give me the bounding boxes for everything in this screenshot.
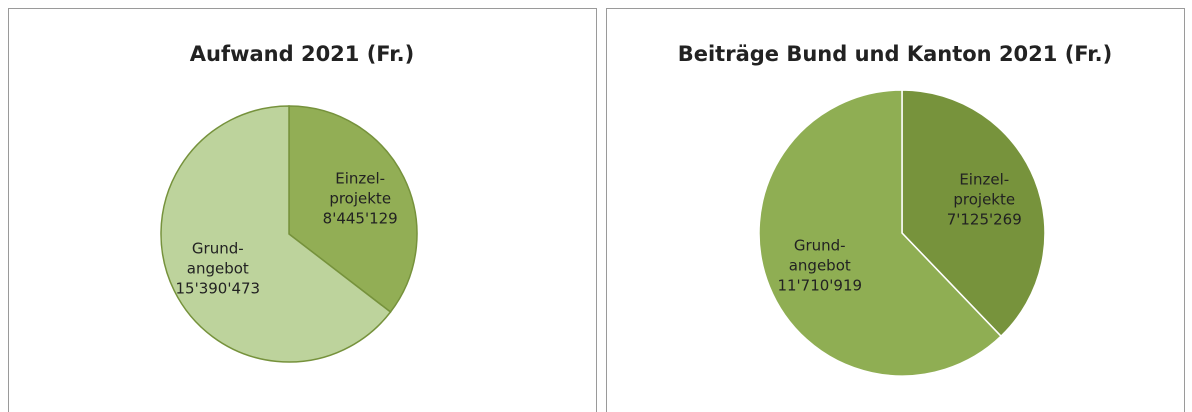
data-label: 8'445'129 bbox=[323, 209, 398, 227]
data-label: 11'710'919 bbox=[777, 277, 862, 295]
chart-title: Beiträge Bund und Kanton 2021 (Fr.) bbox=[678, 42, 1113, 66]
data-label: Grund- bbox=[192, 240, 244, 258]
data-label: Einzel- bbox=[959, 170, 1009, 188]
pie-slice bbox=[758, 89, 1003, 377]
data-label: angebot bbox=[789, 257, 851, 275]
pie-slice bbox=[901, 89, 1046, 338]
data-label: projekte bbox=[953, 190, 1015, 208]
data-label: Einzel- bbox=[335, 169, 385, 187]
chart-title: Aufwand 2021 (Fr.) bbox=[190, 42, 415, 66]
data-label: angebot bbox=[187, 260, 249, 278]
data-label: 15'390'473 bbox=[176, 280, 261, 298]
data-label: projekte bbox=[329, 189, 391, 207]
data-label: Grund- bbox=[794, 237, 846, 255]
data-label: 7'125'269 bbox=[947, 210, 1022, 228]
pie-slice bbox=[160, 105, 392, 363]
pie-slice bbox=[288, 105, 418, 314]
